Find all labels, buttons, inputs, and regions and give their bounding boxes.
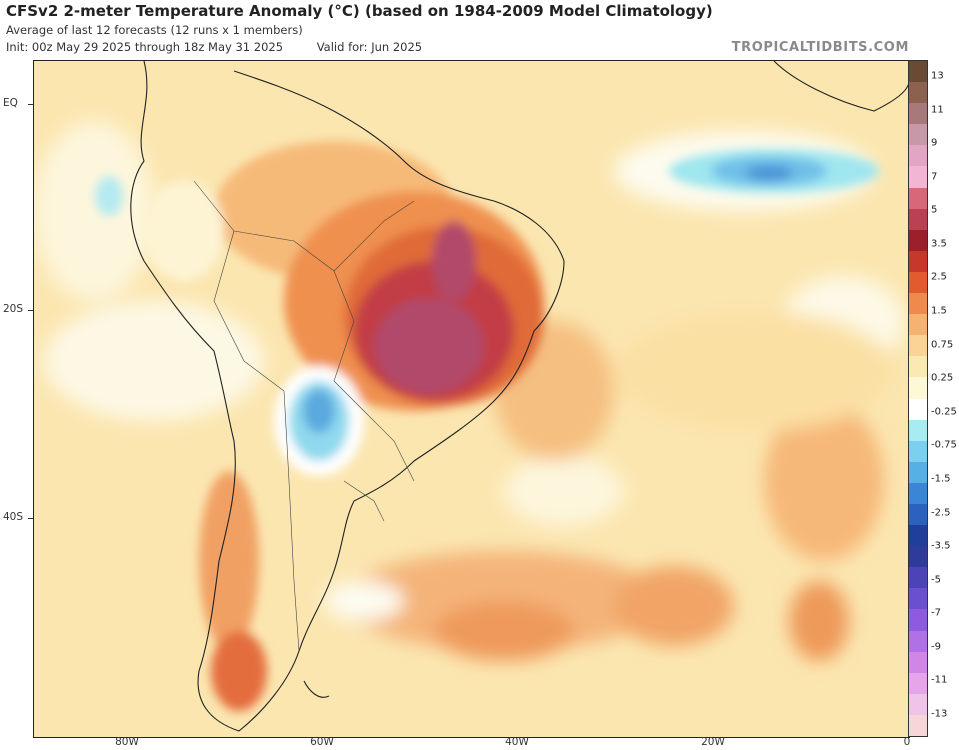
- lat-label-40s: 40S: [3, 511, 24, 523]
- colorbar-label: 3.5: [931, 238, 947, 250]
- colorbar-label: -0.25: [931, 406, 957, 418]
- lon-label-80w: 80W: [115, 736, 139, 748]
- colorbar-segment: [909, 103, 927, 125]
- colorbar-segment: [909, 461, 927, 483]
- lat-tick: [28, 518, 33, 519]
- coastlines: [130, 61, 909, 732]
- lon-label-40w: 40W: [505, 736, 529, 748]
- colorbar-label: 9: [931, 137, 938, 149]
- colorbar-label: 0.25: [931, 372, 954, 384]
- colorbar-segment: [909, 482, 927, 504]
- colorbar-segment: [909, 61, 927, 83]
- ocean-anomaly-blobs: [34, 121, 904, 661]
- map-subtitle: Average of last 12 forecasts (12 runs x …: [6, 23, 303, 37]
- colorbar-segment: [909, 124, 927, 146]
- lat-label-eq: EQ: [3, 97, 18, 109]
- colorbar-segment: [909, 630, 927, 652]
- colorbar-label: -13: [931, 708, 948, 720]
- lat-tick: [28, 104, 33, 105]
- lon-label-0: 0: [903, 736, 911, 748]
- colorbar-segment: [909, 293, 927, 315]
- colorbar-segment: [909, 419, 927, 441]
- colorbar-segment: [909, 609, 927, 631]
- colorbar-segment: [909, 588, 927, 610]
- source-credit[interactable]: TROPICALTIDBITS.COM: [731, 40, 909, 55]
- colorbar-segment: [909, 250, 927, 272]
- lon-label-60w: 60W: [310, 736, 334, 748]
- colorbar-segment: [909, 271, 927, 294]
- colorbar-segment: [909, 651, 927, 673]
- colorbar-label: -2.5: [931, 507, 951, 519]
- colorbar-segment: [909, 314, 927, 336]
- colorbar-segment: [909, 503, 927, 526]
- colorbar-label: 1.5: [931, 305, 947, 317]
- colorbar-label: 0.75: [931, 339, 954, 351]
- borders: [193, 180, 415, 652]
- anomaly-field: [34, 61, 909, 737]
- colorbar-segment: [909, 398, 927, 420]
- colorbar-label: 13: [931, 70, 944, 82]
- colorbar-label: 5: [931, 204, 938, 216]
- colorbar-segment: [909, 714, 927, 736]
- colorbar-segment: [909, 166, 927, 188]
- valid-time: Valid for: Jun 2025: [316, 40, 423, 54]
- map-title: CFSv2 2-meter Temperature Anomaly (°C) (…: [6, 2, 713, 20]
- lon-label-20w: 20W: [701, 736, 725, 748]
- colorbar-segment: [909, 229, 927, 251]
- colorbar-segment: [909, 567, 927, 589]
- init-time: Init: 00z May 29 2025 through 18z May 31…: [6, 40, 284, 54]
- colorbar-label: -9: [931, 641, 941, 653]
- colorbar-label: -1.5: [931, 473, 951, 485]
- colorbar-label: -11: [931, 674, 948, 686]
- colorbar-label: 7: [931, 171, 938, 183]
- colorbar-segment: [909, 335, 927, 357]
- colorbar-segment: [909, 672, 927, 694]
- anomaly-map: [33, 60, 910, 738]
- colorbar-label: -0.75: [931, 439, 957, 451]
- colorbar-segment: [909, 440, 927, 462]
- colorbar-label: -7: [931, 607, 941, 619]
- colorbar-label: -5: [931, 574, 941, 586]
- colorbar: [908, 60, 928, 737]
- colorbar-segment: [909, 525, 927, 547]
- colorbar-segment: [909, 377, 927, 399]
- colorbar-segment: [909, 187, 927, 209]
- forecast-info: Init: 00z May 29 2025 through 18z May 31…: [6, 40, 422, 54]
- colorbar-segment: [909, 145, 927, 167]
- colorbar-segment: [909, 82, 927, 104]
- lat-label-20s: 20S: [3, 303, 24, 315]
- colorbar-label: -3.5: [931, 540, 951, 552]
- land-anomaly-blobs: [95, 141, 879, 711]
- colorbar-label: 2.5: [931, 271, 947, 283]
- colorbar-segment: [909, 356, 927, 378]
- colorbar-segment: [909, 693, 927, 715]
- lat-tick: [28, 310, 33, 311]
- colorbar-segment: [909, 208, 927, 230]
- colorbar-segment: [909, 546, 927, 568]
- colorbar-label: 11: [931, 104, 944, 116]
